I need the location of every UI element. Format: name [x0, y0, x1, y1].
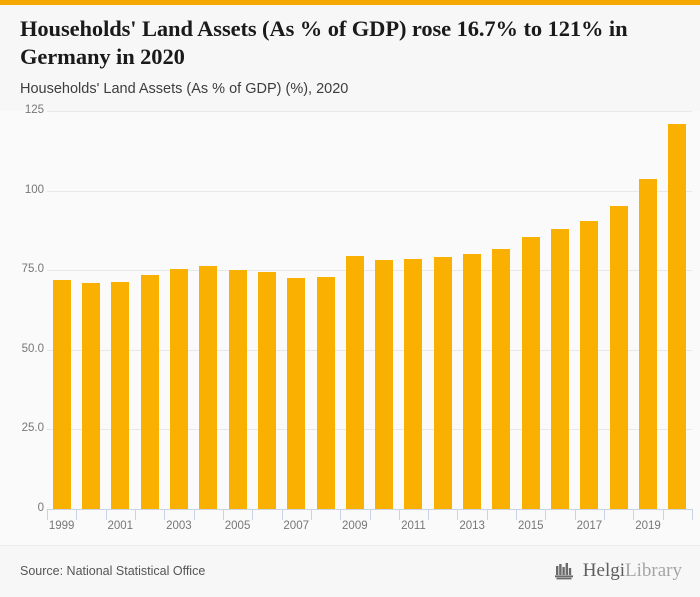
y-axis-tick-label: 0 — [37, 502, 44, 514]
x-axis-tick-label: 2015 — [517, 520, 544, 532]
x-axis-tick — [134, 509, 136, 520]
bar[interactable] — [609, 205, 628, 509]
x-axis-tick — [193, 509, 195, 520]
x-axis-tick — [47, 509, 48, 520]
x-axis-tick — [516, 509, 518, 520]
y-axis-tick-label: 50.0 — [21, 342, 44, 355]
helgi-library-logo-icon — [554, 563, 573, 580]
gridline — [47, 190, 692, 192]
x-axis-tick — [633, 509, 635, 520]
brand-name-primary: Helgi — [582, 560, 626, 581]
bar[interactable] — [287, 278, 306, 509]
x-axis-tick — [428, 509, 430, 520]
page-subtitle: Households' Land Assets (As % of GDP) (%… — [20, 81, 349, 97]
x-axis-tick-label: 2013 — [459, 520, 485, 532]
x-axis-tick-label: 2005 — [224, 520, 251, 532]
bar[interactable] — [375, 260, 394, 509]
x-axis-tick-label: 2009 — [342, 520, 368, 532]
chart-footer: Source: National Statistical Office Helg… — [0, 545, 700, 597]
gridline — [47, 111, 692, 112]
brand-logo[interactable]: HelgiLibrary — [554, 560, 682, 582]
chart-plot-area: 0 25.0 50.0 75.0 100 125 1999 2001 2003 2005 2007… — [0, 104, 700, 545]
bar[interactable] — [345, 255, 364, 509]
bar[interactable] — [492, 249, 511, 509]
x-axis-tick-label: 2003 — [166, 520, 192, 532]
gridline — [47, 270, 692, 272]
gridline — [47, 429, 692, 431]
bar[interactable] — [52, 279, 71, 509]
chart-header: Households' Land Assets (As % of GDP) ro… — [0, 5, 700, 111]
x-axis-tick — [76, 509, 78, 520]
x-axis-tick — [486, 509, 488, 520]
x-axis-tick — [662, 509, 664, 520]
bar[interactable] — [140, 274, 159, 509]
x-axis-tick — [692, 509, 693, 520]
x-axis-tick — [545, 509, 547, 520]
x-axis-tick — [222, 509, 224, 520]
x-axis-tick-label: 2001 — [107, 520, 134, 532]
page-title: Households' Land Assets (As % of GDP) ro… — [20, 16, 628, 69]
x-axis-tick — [574, 509, 576, 520]
brand-name: HelgiLibrary — [583, 560, 682, 582]
bar-series — [47, 111, 692, 509]
y-axis: 0 25.0 50.0 75.0 100 125 — [0, 104, 44, 545]
bar[interactable] — [463, 253, 482, 509]
bar[interactable] — [551, 229, 570, 509]
bar[interactable] — [580, 220, 599, 509]
x-axis-tick — [105, 509, 107, 520]
bar[interactable] — [257, 271, 276, 509]
bar[interactable] — [228, 270, 247, 509]
bar[interactable] — [199, 266, 218, 509]
x-axis-tick-label: 2017 — [576, 520, 603, 532]
bar[interactable] — [404, 258, 423, 509]
y-axis-tick-label: 125 — [24, 104, 44, 116]
x-axis-tick — [252, 509, 254, 520]
x-axis-tick — [340, 509, 342, 520]
x-axis-tick-label: 2019 — [635, 520, 661, 532]
bar[interactable] — [521, 236, 540, 509]
y-axis-tick-label: 25.0 — [21, 422, 44, 435]
bar[interactable] — [169, 268, 188, 509]
bar[interactable] — [433, 256, 452, 509]
bar[interactable] — [81, 282, 100, 509]
x-axis-tick — [457, 509, 459, 520]
x-axis-tick-label: 2007 — [283, 520, 309, 532]
x-axis-tick — [369, 509, 371, 520]
bar[interactable] — [316, 277, 335, 509]
source-label: Source: National Statistical Office — [20, 564, 206, 578]
y-axis-tick-label: 100 — [24, 183, 44, 196]
brand-name-secondary: Library — [625, 560, 682, 581]
x-axis-tick — [398, 509, 400, 520]
x-axis-tick — [310, 509, 312, 520]
gridline — [47, 349, 692, 351]
x-axis-tick-label: 1999 — [48, 520, 75, 532]
y-axis-tick-label: 75.0 — [21, 263, 44, 276]
x-axis-tick-label: 2011 — [401, 520, 426, 532]
top-accent-bar — [0, 0, 700, 5]
bar[interactable] — [111, 282, 130, 509]
x-axis-tick — [281, 509, 283, 520]
bar[interactable] — [668, 123, 687, 509]
x-axis-tick — [164, 509, 166, 520]
x-axis-tick — [604, 509, 606, 520]
bar[interactable] — [639, 179, 658, 509]
